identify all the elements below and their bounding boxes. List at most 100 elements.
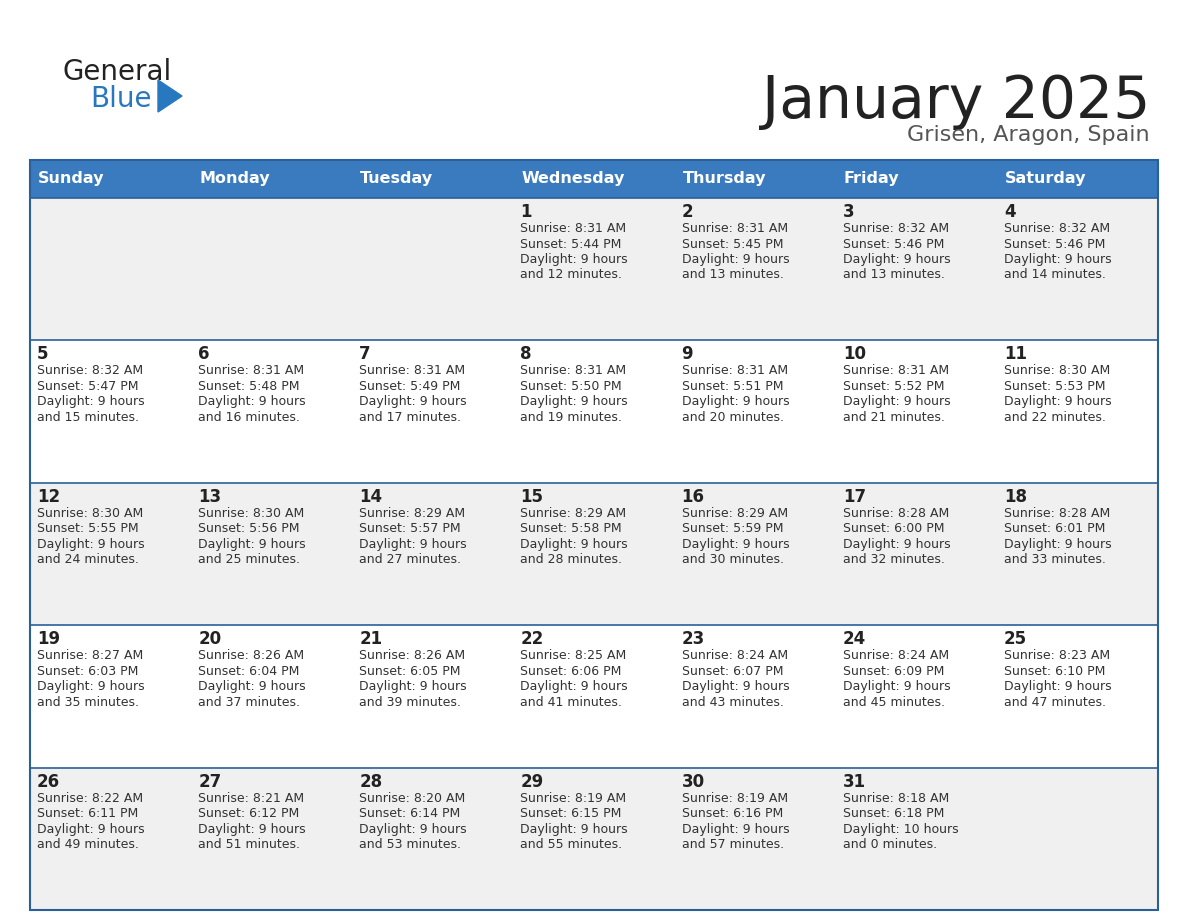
Text: 25: 25 (1004, 630, 1026, 648)
Text: and 25 minutes.: and 25 minutes. (198, 554, 301, 566)
Bar (353, 767, 513, 910)
Text: Sunset: 6:03 PM: Sunset: 6:03 PM (37, 665, 138, 677)
Bar (835, 341, 997, 483)
Text: and 33 minutes.: and 33 minutes. (1004, 554, 1106, 566)
Text: Sunset: 5:46 PM: Sunset: 5:46 PM (842, 238, 944, 251)
Bar (30, 160, 1158, 910)
Text: 11: 11 (1004, 345, 1026, 364)
Text: and 57 minutes.: and 57 minutes. (682, 838, 784, 851)
Bar (997, 198, 1158, 341)
Text: Sunset: 6:10 PM: Sunset: 6:10 PM (1004, 665, 1105, 677)
Text: and 43 minutes.: and 43 minutes. (682, 696, 783, 709)
Text: 28: 28 (359, 773, 383, 790)
Text: Sunrise: 8:31 AM: Sunrise: 8:31 AM (842, 364, 949, 377)
Text: and 41 minutes.: and 41 minutes. (520, 696, 623, 709)
Text: and 22 minutes.: and 22 minutes. (1004, 411, 1106, 424)
Text: Sunset: 6:14 PM: Sunset: 6:14 PM (359, 807, 461, 820)
Bar (675, 483, 835, 625)
Text: and 32 minutes.: and 32 minutes. (842, 554, 944, 566)
Text: Sunrise: 8:18 AM: Sunrise: 8:18 AM (842, 791, 949, 804)
Text: Sunrise: 8:30 AM: Sunrise: 8:30 AM (1004, 364, 1110, 377)
Text: 7: 7 (359, 345, 371, 364)
Text: Daylight: 9 hours: Daylight: 9 hours (682, 396, 789, 409)
Text: Blue: Blue (90, 85, 152, 113)
Text: and 13 minutes.: and 13 minutes. (682, 268, 783, 282)
Text: Sunset: 6:15 PM: Sunset: 6:15 PM (520, 807, 621, 820)
Text: Sunset: 6:11 PM: Sunset: 6:11 PM (37, 807, 138, 820)
Text: 13: 13 (198, 487, 221, 506)
Text: Wednesday: Wednesday (522, 172, 625, 186)
Text: Sunrise: 8:29 AM: Sunrise: 8:29 AM (682, 507, 788, 520)
Text: Daylight: 9 hours: Daylight: 9 hours (37, 538, 145, 551)
Text: Daylight: 9 hours: Daylight: 9 hours (842, 396, 950, 409)
Text: Sunset: 6:12 PM: Sunset: 6:12 PM (198, 807, 299, 820)
Bar (513, 160, 675, 198)
Text: General: General (62, 58, 171, 86)
Text: 5: 5 (37, 345, 49, 364)
Bar (675, 341, 835, 483)
Text: and 37 minutes.: and 37 minutes. (198, 696, 301, 709)
Text: and 27 minutes.: and 27 minutes. (359, 554, 461, 566)
Bar (30, 767, 191, 910)
Text: 1: 1 (520, 203, 532, 221)
Bar (513, 767, 675, 910)
Bar (835, 767, 997, 910)
Text: Sunrise: 8:31 AM: Sunrise: 8:31 AM (359, 364, 466, 377)
Text: and 21 minutes.: and 21 minutes. (842, 411, 944, 424)
Text: 31: 31 (842, 773, 866, 790)
Text: 18: 18 (1004, 487, 1026, 506)
Text: 4: 4 (1004, 203, 1016, 221)
Text: and 0 minutes.: and 0 minutes. (842, 838, 937, 851)
Text: Daylight: 9 hours: Daylight: 9 hours (198, 823, 305, 835)
Bar (997, 341, 1158, 483)
Text: Sunrise: 8:29 AM: Sunrise: 8:29 AM (359, 507, 466, 520)
Text: Daylight: 9 hours: Daylight: 9 hours (37, 680, 145, 693)
Text: Sunset: 5:50 PM: Sunset: 5:50 PM (520, 380, 623, 393)
Bar (191, 625, 353, 767)
Bar (191, 341, 353, 483)
Bar (30, 160, 191, 198)
Text: Daylight: 9 hours: Daylight: 9 hours (37, 823, 145, 835)
Text: Daylight: 9 hours: Daylight: 9 hours (359, 396, 467, 409)
Text: Sunrise: 8:29 AM: Sunrise: 8:29 AM (520, 507, 626, 520)
Text: and 47 minutes.: and 47 minutes. (1004, 696, 1106, 709)
Text: Sunset: 5:56 PM: Sunset: 5:56 PM (198, 522, 299, 535)
Text: 24: 24 (842, 630, 866, 648)
Text: Sunrise: 8:25 AM: Sunrise: 8:25 AM (520, 649, 627, 662)
Polygon shape (158, 80, 182, 112)
Text: Sunset: 5:48 PM: Sunset: 5:48 PM (198, 380, 299, 393)
Text: 29: 29 (520, 773, 544, 790)
Text: Daylight: 9 hours: Daylight: 9 hours (842, 538, 950, 551)
Text: 2: 2 (682, 203, 693, 221)
Text: Grisen, Aragon, Spain: Grisen, Aragon, Spain (908, 125, 1150, 145)
Text: Daylight: 9 hours: Daylight: 9 hours (520, 396, 628, 409)
Text: Sunset: 5:59 PM: Sunset: 5:59 PM (682, 522, 783, 535)
Text: and 19 minutes.: and 19 minutes. (520, 411, 623, 424)
Text: Sunrise: 8:31 AM: Sunrise: 8:31 AM (682, 222, 788, 235)
Bar (835, 160, 997, 198)
Bar (997, 483, 1158, 625)
Text: 8: 8 (520, 345, 532, 364)
Text: and 49 minutes.: and 49 minutes. (37, 838, 139, 851)
Text: Sunset: 5:44 PM: Sunset: 5:44 PM (520, 238, 621, 251)
Text: Daylight: 9 hours: Daylight: 9 hours (198, 680, 305, 693)
Text: Sunrise: 8:31 AM: Sunrise: 8:31 AM (520, 222, 626, 235)
Text: and 35 minutes.: and 35 minutes. (37, 696, 139, 709)
Bar (513, 483, 675, 625)
Text: and 45 minutes.: and 45 minutes. (842, 696, 944, 709)
Text: 10: 10 (842, 345, 866, 364)
Text: Daylight: 9 hours: Daylight: 9 hours (1004, 253, 1112, 266)
Text: 20: 20 (198, 630, 221, 648)
Bar (191, 483, 353, 625)
Text: 9: 9 (682, 345, 693, 364)
Text: Sunrise: 8:19 AM: Sunrise: 8:19 AM (520, 791, 626, 804)
Bar (997, 625, 1158, 767)
Text: Sunrise: 8:24 AM: Sunrise: 8:24 AM (842, 649, 949, 662)
Text: 14: 14 (359, 487, 383, 506)
Text: 22: 22 (520, 630, 544, 648)
Text: 21: 21 (359, 630, 383, 648)
Text: 3: 3 (842, 203, 854, 221)
Text: Sunrise: 8:31 AM: Sunrise: 8:31 AM (682, 364, 788, 377)
Text: 15: 15 (520, 487, 543, 506)
Text: Sunrise: 8:23 AM: Sunrise: 8:23 AM (1004, 649, 1110, 662)
